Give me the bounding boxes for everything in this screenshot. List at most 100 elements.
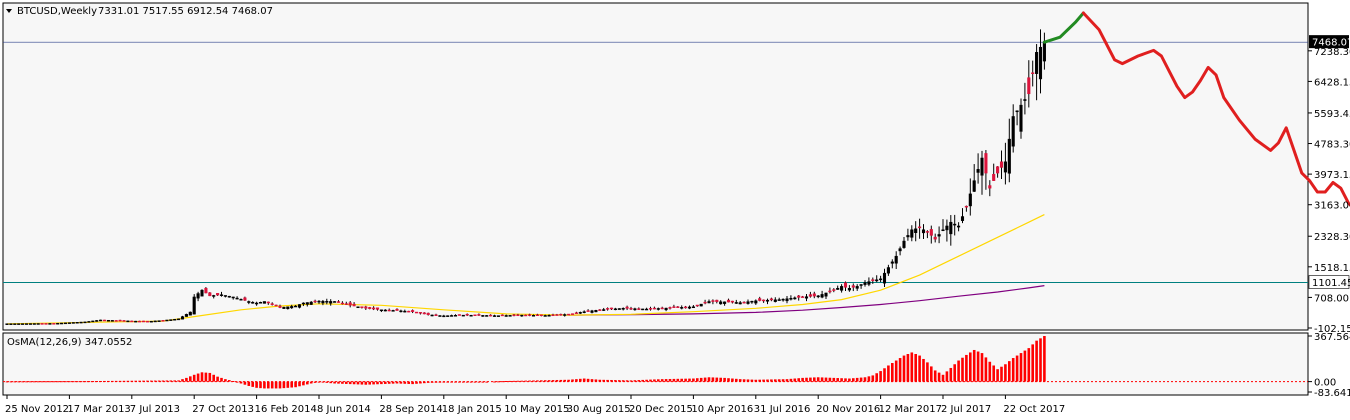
candle-body (953, 223, 957, 226)
main-price-pane[interactable] (2, 2, 1309, 331)
candle-body (83, 321, 87, 324)
header: BTCUSD,Weekly 7331.01 7517.55 6912.54 74… (6, 6, 273, 17)
osma-bar (504, 380, 508, 382)
osma-bar (267, 381, 270, 389)
osma-bar (571, 379, 574, 382)
osma-bar (649, 379, 652, 382)
candle (489, 314, 493, 317)
osma-bar (56, 381, 59, 383)
candle (1031, 60, 1035, 87)
candle (266, 301, 270, 305)
candle-body (520, 314, 524, 317)
candle-body (161, 320, 165, 322)
osma-bar (243, 381, 247, 385)
osma-bar (138, 380, 141, 382)
osma-bar (91, 381, 95, 383)
candle (83, 321, 87, 324)
candle (79, 321, 83, 324)
osma-bar (169, 380, 173, 382)
candle-body (535, 314, 539, 316)
osma-bar (789, 378, 793, 382)
osma-bar (559, 379, 563, 382)
candle (360, 306, 364, 309)
candle-body (336, 301, 341, 303)
osma-bar (44, 381, 48, 383)
candle-body (882, 272, 887, 284)
osma-bar (309, 381, 313, 384)
price-tick-label: 4783.30 (1314, 140, 1350, 151)
horizontal-line-group[interactable] (3, 41, 1308, 284)
osma-bar (473, 381, 477, 383)
candle (637, 307, 641, 310)
candle-body (606, 308, 610, 310)
osma-bar (294, 381, 297, 388)
candle-body (797, 295, 801, 298)
candle (1011, 104, 1015, 153)
candle (204, 287, 208, 294)
candle (781, 298, 785, 302)
osma-indicator-pane[interactable] (2, 332, 1309, 396)
candle-body (960, 216, 965, 221)
candle (208, 292, 212, 297)
osma-bar (933, 370, 937, 382)
candle (797, 294, 801, 301)
price-tick-label: 708.00 (1314, 293, 1349, 304)
osma-bar (485, 381, 488, 383)
osma-bar (840, 378, 843, 382)
candle (890, 259, 894, 269)
candle (925, 230, 929, 239)
osma-bar (894, 360, 898, 382)
candle (227, 295, 231, 298)
candle (348, 301, 352, 308)
osma-bar (805, 377, 808, 382)
osma-bar (419, 381, 422, 384)
candle-body (196, 293, 200, 299)
time-tick-label: 20 Dec 2015 (629, 404, 693, 415)
candle (520, 314, 524, 317)
osma-bar (992, 365, 995, 382)
candle (161, 320, 165, 322)
osma-bar (270, 381, 274, 389)
candle-body (356, 306, 360, 309)
candle-body (890, 261, 894, 264)
candle-body (243, 297, 247, 301)
candle (32, 323, 36, 325)
osma-bar (200, 372, 204, 382)
candle (734, 299, 738, 304)
candle-body (24, 323, 29, 325)
candle (75, 322, 79, 324)
symbol-dropdown-icon[interactable] (6, 9, 12, 13)
osma-bar (25, 381, 28, 383)
candle-body (789, 298, 793, 300)
candle-body (465, 313, 469, 316)
candle-body (656, 308, 660, 310)
osma-bar (621, 380, 625, 382)
osma-bar (797, 378, 800, 382)
candle-body (496, 315, 500, 317)
candle (496, 315, 500, 317)
candle-body (32, 323, 36, 325)
candle (777, 297, 781, 301)
candle-body (344, 303, 348, 305)
candle-body (672, 306, 676, 308)
osma-bar (306, 381, 309, 385)
candle (754, 299, 758, 305)
price-tick-label: 3973.15 (1314, 170, 1350, 181)
osma-bar (165, 380, 169, 382)
candle (684, 305, 688, 309)
candle (863, 280, 867, 287)
candle (789, 295, 793, 301)
osma-bar (29, 381, 32, 383)
candle-body (879, 278, 883, 281)
candle-body (118, 319, 122, 322)
candle (212, 294, 216, 299)
candle-body (680, 307, 684, 309)
osma-bar (844, 378, 847, 382)
time-tick-label: 20 Nov 2016 (816, 404, 880, 415)
candle (804, 293, 809, 302)
candle-body (617, 308, 621, 310)
candle-body (933, 236, 937, 240)
candle (992, 163, 996, 181)
candle-body (972, 180, 976, 192)
osma-bar (384, 381, 387, 384)
